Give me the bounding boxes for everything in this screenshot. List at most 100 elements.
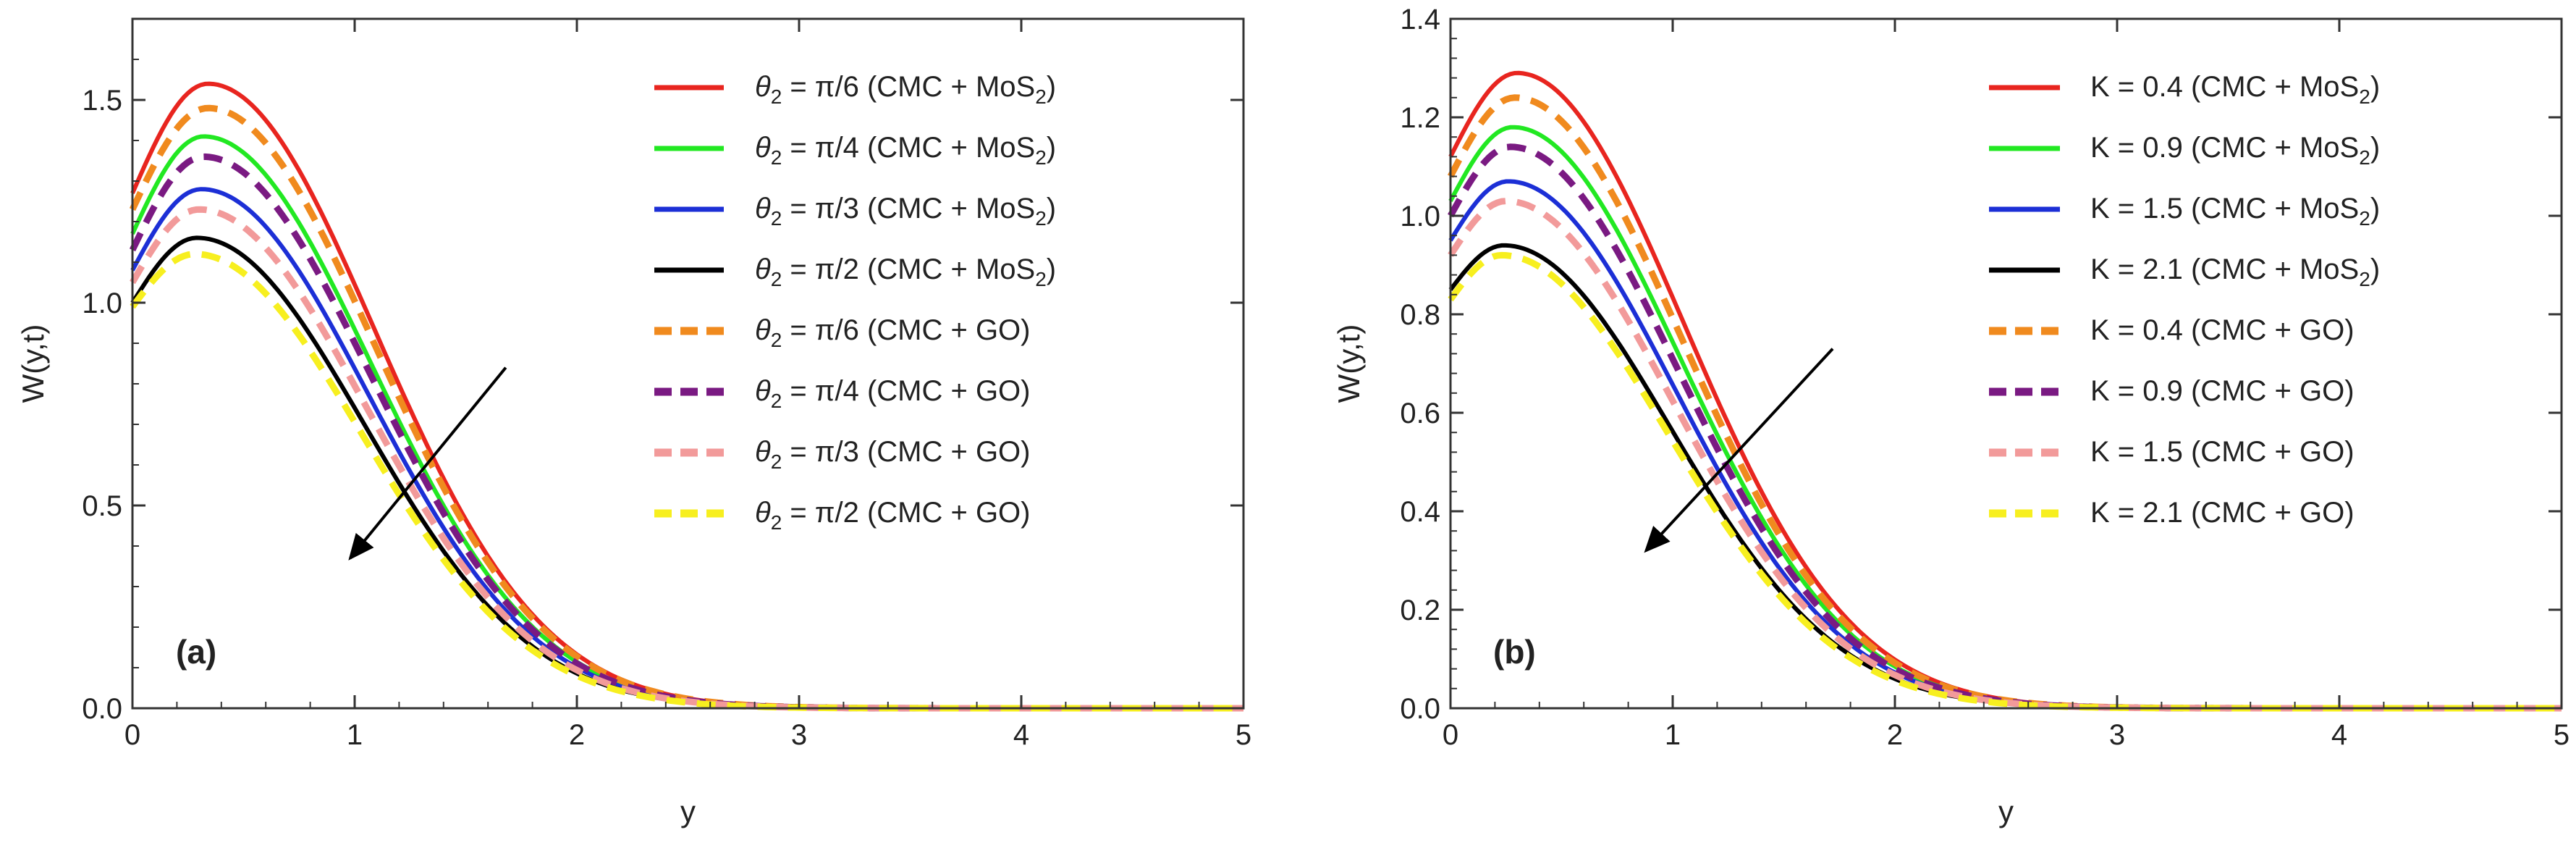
legend-symbol: θ [755,497,771,529]
x-tick-label: 4 [2331,719,2347,751]
y-axis-label: W(y,t) [16,324,50,403]
x-tick-label: 1 [347,719,363,751]
legend-text: = π/2 (CMC + MoS [782,253,1035,285]
series-line-4 [129,104,1243,712]
chart-panel-b: 0 1 2 3 4 5 0.0 0.2 0.4 0.6 0.8 1.0 1.2 1.4 y W(y,t) (b)… [1332,4,2569,828]
legend-symbol: θ [755,314,771,346]
legend-symbol: θ [755,375,771,407]
panel-label: (a) [176,633,216,671]
y-tick-label: 1.5 [82,85,122,117]
legend-symbol: θ [755,436,771,468]
x-axis-label: y [680,794,696,828]
legend-entry: θ2 = π/3 (CMC + GO) [755,436,1030,473]
legend-entry: θ2 = π/3 (CMC + MoS2) [755,193,1056,230]
legend-subscript: 2 [1035,85,1047,108]
panel-label: (b) [1493,633,1536,671]
y-tick-label: 1.2 [1400,102,1440,134]
chart-panel-a: 0 1 2 3 4 50.00.51.01.5yW(y,t)(a)θ2 = π/6 (CM… [16,17,1251,828]
legend-text: = π/3 (CMC + MoS [782,193,1035,224]
legend-text-tail: ) [1047,71,1056,103]
legend-entry: θ2 = π/6 (CMC + MoS2) [755,71,1056,108]
legend-text: K = 0.9 (CMC + GO) [2090,375,2355,407]
legend-symbol: θ [755,132,771,164]
legend: K = 0.4 (CMC + MoS2)K = 0.9 (CMC + MoS2)… [1989,71,2380,529]
y-tick-label: 0.4 [1400,496,1440,528]
plot-frame [131,17,1245,710]
x-axis-label: y [1998,794,2014,828]
x-tick-label: 3 [791,719,807,751]
legend-text-tail: ) [2370,193,2380,224]
x-tick-label: 0 [1443,719,1458,751]
legend-entry: K = 0.9 (CMC + MoS2) [2090,132,2380,169]
legend-text: = π/3 (CMC + GO) [782,436,1030,468]
legend-text: K = 0.4 (CMC + GO) [2090,314,2355,346]
legend-text: = π/4 (CMC + GO) [782,375,1030,407]
series-line-3 [130,235,1243,710]
legend-subscript: 2 [1035,268,1047,290]
y-tick-label: 0.0 [82,693,122,725]
x-tick-label: 5 [2554,719,2569,751]
legend-subscript: 2 [771,85,782,108]
legend-subscript: 2 [2359,207,2370,230]
legend-subscript: 2 [771,511,782,534]
series-lines [129,81,1243,712]
y-tick-label: 1.0 [82,287,122,319]
legend-subscript: 2 [2359,85,2370,108]
x-tick-label: 3 [2109,719,2125,751]
series-line-4 [1448,94,2562,712]
x-tick-label: 2 [569,719,585,751]
series-line-5 [129,153,1243,712]
legend-symbol: θ [755,193,771,224]
legend-subscript: 2 [771,450,782,473]
trend-arrow [348,366,507,561]
legend-text: = π/6 (CMC + GO) [782,314,1030,346]
y-tick-label: 0.6 [1400,398,1440,429]
legend-entry: K = 2.1 (CMC + MoS2) [2090,253,2380,290]
legend-text-tail: ) [1047,193,1056,224]
series-line-0 [130,81,1243,710]
legend-entry: K = 2.1 (CMC + GO) [2090,497,2355,529]
legend-text: K = 0.9 (CMC + MoS [2090,132,2359,164]
legend-text-tail: ) [1047,132,1056,164]
legend-entry: K = 1.5 (CMC + MoS2) [2090,193,2380,230]
legend-subscript: 2 [771,146,782,169]
legend-subscript: 2 [771,268,782,290]
series-line-6 [130,206,1243,712]
legend-entry: K = 0.4 (CMC + GO) [2090,314,2355,346]
legend-entry: K = 1.5 (CMC + GO) [2090,436,2355,468]
legend-subscript: 2 [1035,207,1047,230]
legend-text: K = 1.5 (CMC + MoS [2090,193,2359,224]
series-line-3 [1448,243,2562,710]
series-line-5 [1448,143,2562,712]
series-line-1 [130,134,1243,710]
legend-subscript: 2 [771,207,782,230]
legend-entry: θ2 = π/6 (CMC + GO) [755,314,1030,351]
legend-subscript: 2 [771,329,782,351]
legend-text: K = 2.1 (CMC + MoS [2090,253,2359,285]
legend-symbol: θ [755,71,771,103]
series-line-7 [130,251,1243,712]
trend-arrow [1644,348,1834,553]
legend-subscript: 2 [771,390,782,412]
legend-text: K = 2.1 (CMC + GO) [2090,497,2355,529]
legend-entry: θ2 = π/2 (CMC + GO) [755,497,1030,534]
y-tick-label: 0.8 [1400,299,1440,331]
legend-subscript: 2 [2359,268,2370,290]
x-tick-label: 1 [1665,719,1681,751]
series-line-2 [1448,179,2562,710]
legend-text: = π/2 (CMC + GO) [782,497,1030,529]
x-tick-label: 5 [1236,719,1251,751]
plot-frame [1449,17,2563,710]
y-tick-label: 0.2 [1400,595,1440,626]
legend-entry: θ2 = π/2 (CMC + MoS2) [755,253,1056,290]
legend-subscript: 2 [2359,146,2370,169]
y-axis-label: W(y,t) [1332,324,1366,403]
legend-entry: θ2 = π/4 (CMC + MoS2) [755,132,1056,169]
y-tick-label: 1.4 [1400,4,1440,35]
series-line-7 [1448,251,2562,712]
legend-entry: K = 0.9 (CMC + GO) [2090,375,2355,407]
legend-entry: K = 0.4 (CMC + MoS2) [2090,71,2380,108]
legend-symbol: θ [755,253,771,285]
legend-subscript: 2 [1035,146,1047,169]
